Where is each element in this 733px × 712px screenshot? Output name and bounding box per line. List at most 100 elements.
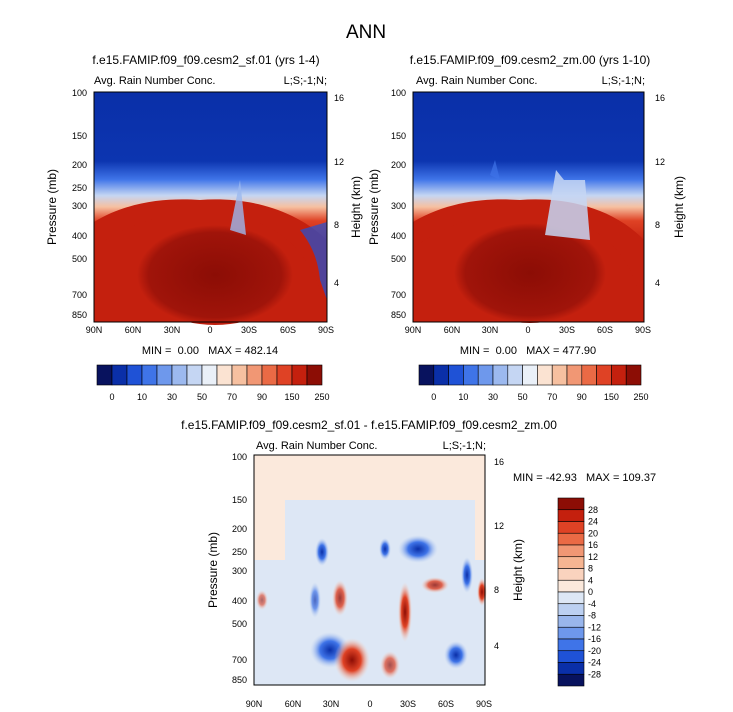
colorbar-label: 50: [518, 392, 528, 402]
x-tick: 90S: [635, 325, 651, 335]
colorbar-cell: [216, 364, 233, 386]
colorbar-label: 10: [458, 392, 468, 402]
colorbar-label: 150: [284, 392, 299, 402]
colorbar-label: 30: [167, 392, 177, 402]
colorbar-label: 0: [109, 392, 114, 402]
colorbar-label: 28: [588, 505, 598, 515]
y-tick: 500: [391, 254, 406, 264]
x-tick: 60N: [125, 325, 142, 335]
colorbar-label: -12: [588, 622, 601, 632]
tag-label: L;S;-1;N;: [602, 75, 645, 87]
colorbar-cell: [557, 626, 585, 640]
y-tick: 200: [391, 160, 406, 170]
panel-title: f.e15.FAMIP.f09_f09.cesm2_sf.01 (yrs 1-4…: [92, 53, 319, 67]
colorbar-label: 90: [577, 392, 587, 402]
colorbar-cell: [557, 579, 585, 593]
panel-test: f.e15.FAMIP.f09_f09.cesm2_zm.00 (yrs 1-1…: [367, 53, 686, 402]
y-ticks: 100 150 200 250 300 400 500 700 850: [72, 88, 87, 320]
y-tick: 700: [232, 655, 247, 665]
colorbar-label: -4: [588, 599, 596, 609]
x-tick: 60S: [597, 325, 613, 335]
x-tick: 30S: [400, 699, 416, 709]
y-tick: 850: [72, 310, 87, 320]
heatmap-field: [253, 454, 487, 686]
stats-label: MIN = 0.00 MAX = 482.14: [142, 345, 278, 357]
colorbar-cell: [246, 364, 263, 386]
colorbar-cell: [231, 364, 248, 386]
colorbar-label: -16: [588, 634, 601, 644]
colorbar-cell: [557, 615, 585, 628]
variable-label: Avg. Rain Number Conc.: [94, 75, 215, 87]
colorbar-label: 24: [588, 517, 598, 527]
height-ticks: 16 12 8 4: [655, 93, 665, 288]
stats-label: MIN = 0.00 MAX = 477.90: [460, 345, 596, 357]
y-ticks: 100 150 200 250 300 400 500 700 850: [232, 452, 247, 685]
height-tick: 8: [334, 220, 339, 230]
y-tick: 700: [391, 290, 406, 300]
colorbar-label: 90: [257, 392, 267, 402]
panel-control: f.e15.FAMIP.f09_f09.cesm2_sf.01 (yrs 1-4…: [45, 53, 363, 402]
colorbar-label: 150: [604, 392, 619, 402]
colorbar-cell: [557, 568, 585, 581]
colorbar-cell: [557, 521, 585, 534]
colorbar-cell: [557, 509, 585, 522]
colorbar-label: 0: [588, 587, 593, 597]
colorbar-cell: [96, 364, 113, 386]
x-tick: 0: [207, 325, 212, 335]
height-tick: 16: [655, 93, 665, 103]
x-tick: 60N: [444, 325, 461, 335]
colorbar-label: 70: [227, 392, 237, 402]
colorbar-cell: [581, 364, 597, 386]
y-axis-label: Pressure (mb): [367, 169, 381, 245]
colorbar-cell: [557, 556, 585, 569]
heatmap-field: [412, 91, 645, 323]
x-tick: 90N: [86, 325, 103, 335]
colorbar-cell: [141, 364, 158, 386]
x-tick: 0: [367, 699, 372, 709]
colorbar-cell: [507, 364, 523, 386]
y-tick: 500: [232, 619, 247, 629]
colorbar-cell: [596, 364, 612, 386]
height-tick: 8: [494, 585, 499, 595]
colorbar-cell: [537, 364, 553, 386]
colorbar-cell: [557, 650, 585, 663]
height-ticks: 16 12 8 4: [334, 93, 344, 288]
y-tick: 850: [391, 310, 406, 320]
colorbar-cell: [557, 544, 585, 558]
colorbar-cell: [611, 364, 627, 386]
colorbar-cell: [557, 662, 585, 675]
colorbar-label: 50: [197, 392, 207, 402]
colorbar-label: 250: [314, 392, 329, 402]
variable-label: Avg. Rain Number Conc.: [256, 440, 377, 452]
colorbar-label: 0: [431, 392, 436, 402]
colorbar: 0 10 30 50 70 90 150 250: [418, 364, 649, 402]
tag-label: L;S;-1;N;: [284, 75, 327, 87]
y-axis-label: Pressure (mb): [206, 532, 220, 608]
colorbar-cell: [171, 364, 188, 386]
height-tick: 16: [334, 93, 344, 103]
panel-title: f.e15.FAMIP.f09_f09.cesm2_sf.01 - f.e15.…: [181, 418, 557, 432]
colorbar-cell: [557, 532, 585, 546]
colorbar-cell: [557, 603, 585, 616]
colorbar-label: 4: [588, 575, 593, 585]
x-tick: 0: [525, 325, 530, 335]
height-ticks: 16 12 8 4: [494, 457, 504, 651]
colorbar-cell: [306, 364, 323, 386]
colorbar-cell: [111, 364, 128, 386]
colorbar-cell: [557, 497, 585, 511]
y-tick: 100: [72, 88, 87, 98]
height-tick: 4: [334, 278, 339, 288]
colorbar-label: 12: [588, 552, 598, 562]
figure-title: ANN: [346, 22, 386, 43]
colorbar-cell: [261, 364, 278, 386]
colorbar-cell: [463, 364, 479, 386]
colorbar-label: 10: [137, 392, 147, 402]
y-tick: 200: [72, 160, 87, 170]
x-tick: 90N: [246, 699, 263, 709]
x-ticks: 90N 60N 30N 0 30S 60S 90S: [246, 699, 492, 709]
colorbar-cell: [557, 591, 585, 605]
x-tick: 90S: [476, 699, 492, 709]
x-tick: 90N: [405, 325, 422, 335]
